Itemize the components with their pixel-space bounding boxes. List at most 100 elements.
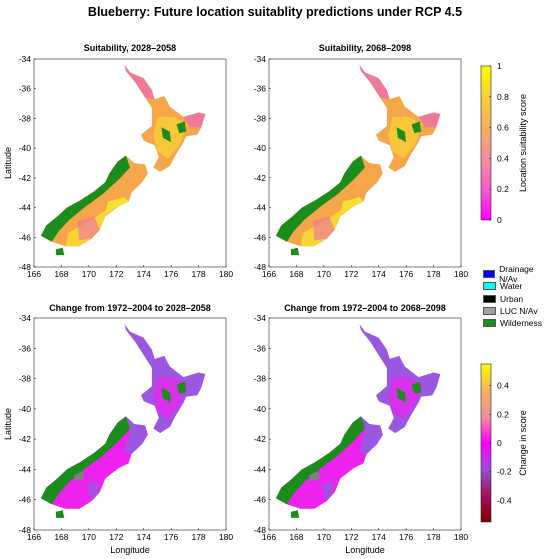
panel-title: Suitability, 2068–2098 [319,43,411,53]
x-tick-label: 168 [289,269,303,279]
wilderness-patch [411,121,422,134]
south-island [40,155,148,247]
map-panel: Change from 1972–2004 to 2028–2058 166 168… [3,303,233,555]
wilderness-patch [411,381,422,394]
x-tick-label: 170 [317,269,331,279]
wilderness-patch [176,121,187,134]
y-tick-label: -38 [19,113,32,123]
y-tick-label: -40 [254,143,267,153]
stewart-island [290,247,300,256]
x-tick-label: 166 [262,269,276,279]
x-tick-label: 172 [109,532,123,542]
y-tick-label: -42 [254,434,267,444]
x-tick-label: 180 [219,269,233,279]
x-tick-label: 176 [164,532,178,542]
x-tick-label: 172 [344,532,358,542]
east-cape-region [183,112,206,128]
y-tick-label: -46 [19,232,32,242]
colorbar-label: Change in score [518,410,528,476]
plot-frame [268,58,462,268]
x-tick-label: 168 [54,532,68,542]
category-legend: Drainage N/Av Water Urban LUC N/Av Wildernes… [483,264,550,329]
legend-label: LUC N/Av [500,306,538,317]
south-island [275,416,383,509]
wilderness-area [40,416,130,505]
x-tick-label: 174 [137,269,151,279]
plot-frame [33,58,227,268]
legend-swatch [483,294,496,303]
y-tick-label: -46 [254,232,267,242]
y-tick-label: -46 [19,495,32,505]
stewart-island [290,510,300,518]
suitability-colorbar: 0 0.2 0.4 0.6 0.8 1 Location suitability score [480,61,528,225]
y-tick-label: -34 [19,54,32,64]
nelson-region [359,416,383,455]
x-tick-label: 170 [317,532,331,542]
legend-label: Drainage N/Av [499,264,534,285]
y-tick-label: -48 [19,262,32,272]
y-tick-label: -44 [254,464,267,474]
y-tick-label: -44 [19,464,32,474]
y-tick-label: -34 [19,313,32,323]
y-tick-label: -46 [254,495,267,505]
stewart-island [55,510,65,518]
y-axis-label: Latitude [3,408,13,440]
y-tick-label: -38 [254,113,267,123]
x-tick-label: 174 [372,532,386,542]
panel-title: Change from 1972–2004 to 2028–2058 [49,303,211,313]
colorbar-tick-label: 0 [497,438,502,448]
y-tick-label: -40 [19,143,32,153]
x-tick-label: 178 [191,269,205,279]
legend-swatch [483,282,496,291]
otago-region [86,481,100,502]
x-tick-label: 174 [137,532,151,542]
otago-region [77,216,100,241]
y-tick-label: -42 [19,173,32,183]
x-tick-label: 174 [372,269,386,279]
y-tick-label: -36 [19,343,32,353]
panel-title: Suitability, 2028–2058 [84,43,176,53]
y-tick-label: -48 [254,525,267,535]
wilderness-area [275,155,365,242]
x-tick-label: 180 [219,532,233,542]
x-tick-label: 168 [289,532,303,542]
otago-region [312,216,335,241]
x-tick-label: 180 [454,532,468,542]
legend-swatch [483,270,496,279]
legend-swatch [483,319,496,328]
x-axis-label: Longitude [345,545,385,555]
x-tick-label: 178 [426,532,440,542]
northland-region [359,64,390,100]
y-tick-label: -40 [254,404,267,414]
legend-item: Wilderness [483,317,550,329]
wilderness-area [40,155,130,242]
colorbar-tick-label: 0.2 [497,184,509,194]
colorbar-tick-label: -0.2 [497,467,512,477]
legend-item: Urban [483,293,550,305]
y-tick-label: -34 [254,54,267,64]
figure-title: Blueberry: Future location suitablity pr… [87,5,463,19]
northland-region [124,64,155,100]
y-tick-label: -42 [19,434,32,444]
colorbar-tick-label: -0.4 [497,495,512,505]
x-tick-label: 170 [82,269,96,279]
y-tick-label: -48 [254,262,267,272]
colorbar-ramp [480,65,492,221]
legend-label: Wilderness [500,318,543,329]
plot-frame [33,317,227,531]
legend-label: Urban [500,293,524,304]
legend-item: LUC N/Av [483,305,550,317]
colorbar-tick-label: 0.6 [497,123,509,133]
y-tick-label: -38 [19,374,32,384]
canterbury-plain [340,197,364,214]
colorbar-tick-label: 0.4 [497,381,509,391]
x-tick-label: 168 [54,269,68,279]
x-tick-label: 166 [27,269,41,279]
nelson-region [124,416,148,455]
stewart-island [55,247,65,256]
colorbar-tick-label: 0.8 [497,92,509,102]
y-axis-label: Latitude [3,147,13,179]
x-tick-label: 178 [191,532,205,542]
wilderness-patch [161,387,172,403]
map-panel: Suitability, 2028–2058 166 168 170 172 174 176… [3,43,233,279]
